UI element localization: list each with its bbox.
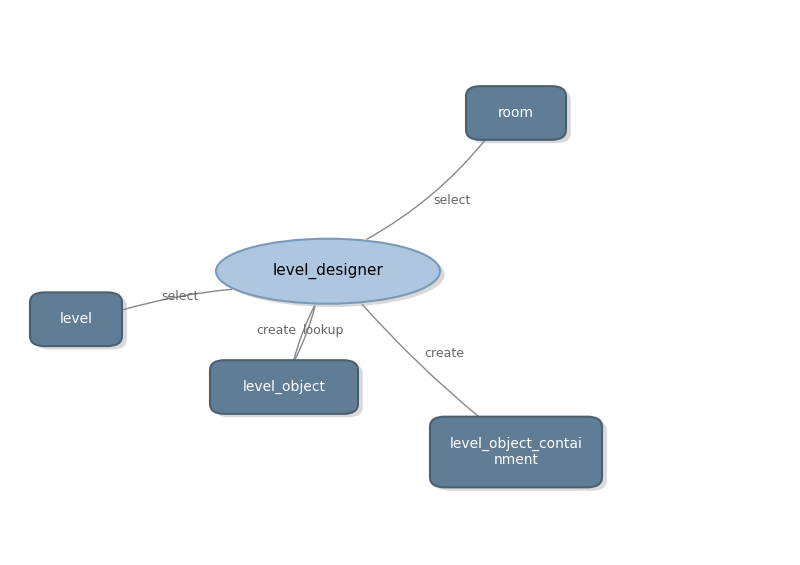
FancyBboxPatch shape — [435, 420, 606, 490]
FancyBboxPatch shape — [35, 296, 126, 349]
FancyArrowPatch shape — [367, 140, 485, 239]
Text: level_designer: level_designer — [273, 263, 383, 279]
FancyArrowPatch shape — [122, 289, 232, 310]
FancyBboxPatch shape — [466, 86, 566, 140]
FancyBboxPatch shape — [210, 360, 358, 414]
Ellipse shape — [221, 242, 445, 307]
Text: level: level — [59, 312, 93, 326]
FancyBboxPatch shape — [430, 417, 602, 487]
FancyArrowPatch shape — [294, 306, 314, 359]
FancyArrowPatch shape — [295, 306, 315, 359]
Text: create: create — [256, 324, 296, 337]
Text: level_object_contai
nment: level_object_contai nment — [450, 437, 582, 467]
FancyBboxPatch shape — [30, 293, 122, 346]
Text: create: create — [424, 346, 464, 360]
Ellipse shape — [216, 238, 440, 304]
Text: select: select — [162, 290, 198, 303]
FancyBboxPatch shape — [214, 364, 362, 417]
Text: room: room — [498, 106, 534, 120]
FancyBboxPatch shape — [470, 89, 571, 143]
Text: level_object: level_object — [242, 380, 326, 394]
FancyArrowPatch shape — [362, 305, 479, 417]
Text: lookup: lookup — [303, 324, 345, 337]
Text: select: select — [434, 194, 470, 207]
